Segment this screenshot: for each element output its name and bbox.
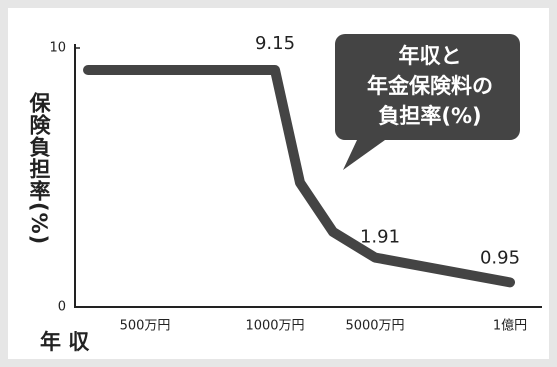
x-tick-label: 5000万円	[345, 319, 404, 334]
x-tick-label: 1億円	[493, 318, 527, 334]
value-label: 9.15	[255, 33, 295, 54]
y-axis-label: 保険負担率(%)	[27, 92, 51, 246]
value-label: 0.95	[480, 247, 520, 268]
data-line	[83, 65, 515, 288]
x-tick-label: 500万円	[120, 319, 171, 334]
y-tick-label: 10	[49, 41, 66, 56]
callout-text: 年収と	[399, 44, 462, 68]
x-tick-label: 1000万円	[245, 319, 304, 334]
y-tick-label: 0	[58, 300, 66, 315]
callout-text: 負担率(%)	[378, 104, 481, 128]
callout-text: 年金保険料の	[367, 74, 493, 98]
value-label: 1.91	[360, 227, 400, 248]
callout-box	[335, 34, 520, 170]
x-axis-label: 年 収	[40, 330, 90, 354]
